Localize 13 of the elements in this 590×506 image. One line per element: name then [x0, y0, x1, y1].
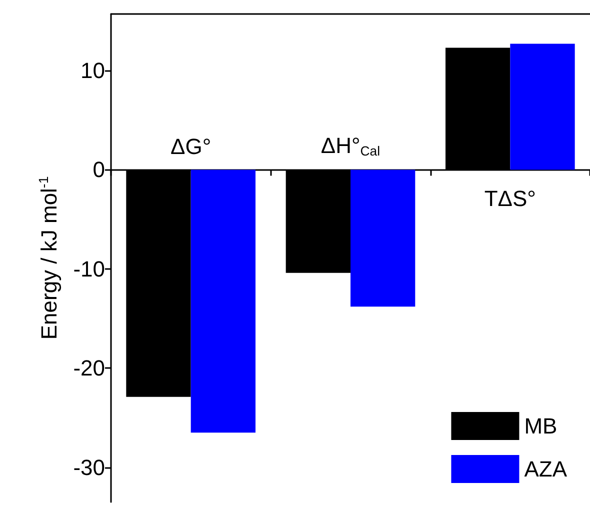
- y-tick-label: -20: [73, 356, 105, 381]
- legend-label: MB: [524, 414, 558, 438]
- legend-label: AZA: [524, 456, 568, 482]
- y-tick-label: 10: [80, 58, 105, 84]
- bar: [350, 170, 416, 307]
- x-tick-label: TΔS°: [484, 186, 536, 212]
- bar: [190, 170, 256, 433]
- y-tick-label: -30: [73, 454, 105, 480]
- y-axis-title: Energy / kJ mol-1: [36, 176, 62, 340]
- y-tick-label: 0: [92, 157, 105, 182]
- x-tick-label: ΔG°: [170, 134, 212, 160]
- y-tick-label: -10: [73, 256, 105, 282]
- bar: [510, 44, 575, 170]
